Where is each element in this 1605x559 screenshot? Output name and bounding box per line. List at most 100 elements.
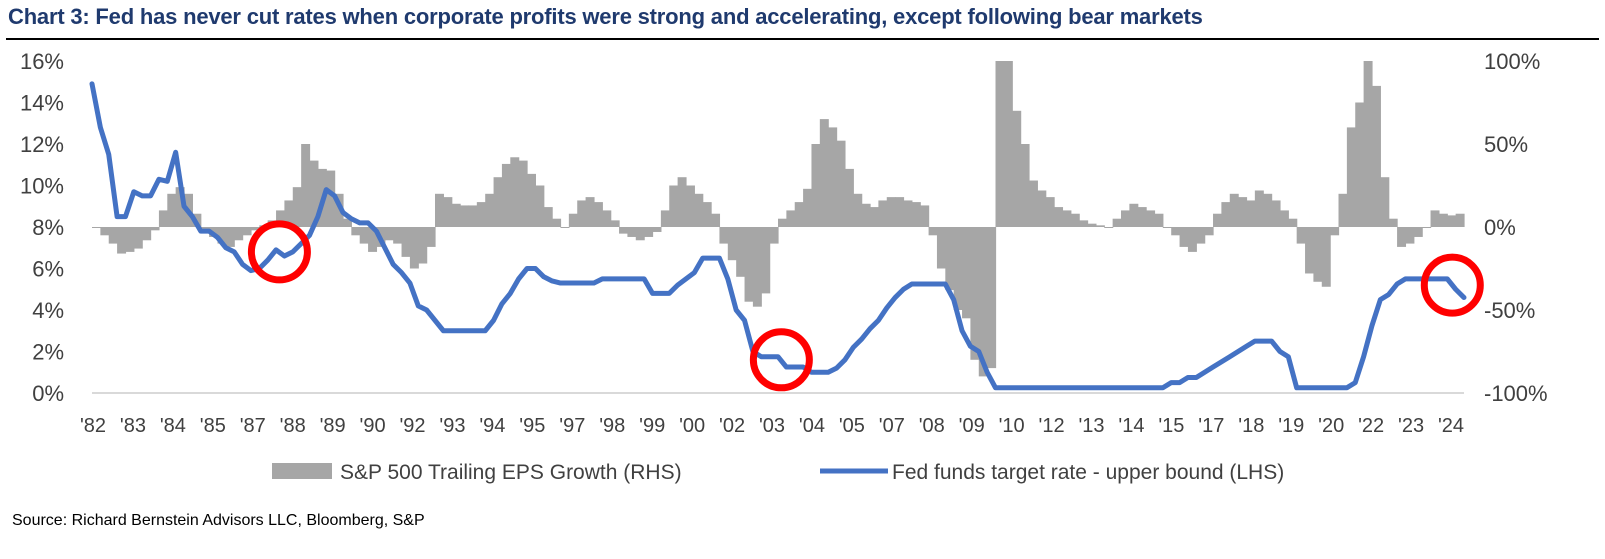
eps-bar — [794, 202, 804, 227]
eps-bar — [1012, 110, 1022, 227]
eps-bar — [284, 200, 294, 227]
eps-bar — [485, 193, 495, 227]
eps-bar — [1363, 61, 1373, 227]
x-tick-label: '95 — [519, 415, 545, 437]
eps-bar — [1296, 227, 1306, 244]
x-tick-label: '94 — [479, 415, 505, 437]
eps-bar — [276, 210, 286, 227]
source-note: Source: Richard Bernstein Advisors LLC, … — [12, 512, 425, 529]
eps-bar — [962, 227, 972, 319]
eps-bar — [342, 218, 352, 227]
eps-bar — [1447, 215, 1457, 227]
eps-bar — [217, 227, 227, 244]
highlight-circle — [1420, 253, 1484, 317]
x-tick-label: '07 — [879, 415, 905, 437]
eps-bar — [1028, 180, 1038, 227]
eps-bar — [393, 227, 403, 244]
eps-bar — [1054, 207, 1064, 227]
eps-bar — [619, 227, 629, 234]
eps-bar — [1196, 227, 1206, 244]
eps-bar — [133, 227, 143, 249]
fed-rate-line-group — [89, 81, 1467, 391]
eps-bar — [836, 140, 846, 227]
title-divider — [6, 38, 1599, 40]
left-tick-label: 6% — [32, 257, 64, 282]
eps-bar — [886, 197, 896, 227]
eps-bar — [1405, 227, 1415, 244]
eps-bar — [142, 227, 152, 241]
left-tick-label: 4% — [32, 298, 64, 323]
highlight-circle — [247, 220, 311, 284]
eps-bar — [1079, 220, 1089, 227]
eps-bar — [451, 203, 461, 227]
x-tick-label: '20 — [1318, 415, 1344, 437]
eps-bar — [752, 227, 762, 307]
eps-bar — [878, 200, 888, 227]
x-tick-label: '17 — [1198, 415, 1224, 437]
eps-bar — [1204, 227, 1214, 236]
x-tick-label: '05 — [839, 415, 865, 437]
eps-bar — [1388, 218, 1398, 227]
eps-bar — [476, 202, 486, 227]
eps-bar — [309, 160, 319, 227]
eps-bar — [593, 202, 603, 227]
x-tick-label: '12 — [1039, 415, 1065, 437]
eps-bar — [911, 202, 921, 227]
eps-bar — [359, 227, 369, 244]
x-axis-ticks: '82 '83 '84 '85 '87 '88 '89 '90 '92 '93 '94 '95 '97 '… — [80, 415, 1464, 437]
eps-bar — [401, 227, 411, 257]
eps-bar — [301, 144, 311, 227]
x-tick-label: '09 — [959, 415, 985, 437]
eps-bar — [694, 193, 704, 227]
eps-bar — [727, 227, 737, 261]
eps-bar — [225, 227, 235, 247]
eps-bar — [1213, 213, 1222, 227]
eps-bar — [761, 227, 771, 294]
eps-bar — [1154, 213, 1164, 227]
eps-bar — [1187, 227, 1197, 252]
eps-bar — [1238, 197, 1248, 227]
right-tick-label: -50% — [1484, 298, 1535, 323]
eps-bar — [493, 177, 503, 227]
eps-bar — [1112, 218, 1122, 227]
eps-bar — [535, 185, 545, 227]
eps-bar — [1430, 210, 1440, 227]
x-tick-label: '03 — [759, 415, 785, 437]
eps-bar — [861, 203, 871, 227]
eps-bar — [702, 202, 712, 227]
eps-bar — [1397, 227, 1407, 247]
eps-bar — [936, 227, 946, 269]
eps-bar — [443, 197, 453, 227]
eps-bar — [585, 197, 595, 227]
left-tick-label: 14% — [20, 91, 64, 116]
eps-bar — [920, 205, 930, 227]
eps-bar — [844, 168, 854, 227]
eps-bar — [1413, 227, 1423, 237]
eps-bar — [744, 227, 754, 302]
eps-bar — [100, 227, 110, 236]
eps-bar — [1380, 177, 1390, 227]
eps-bar — [870, 207, 879, 227]
chart-canvas: 0% 2% 4% 6% 8% 10% 12% 14% 16% -100% -50% 0% 50% 100… — [20, 49, 1548, 484]
eps-bar — [242, 227, 252, 236]
eps-bar — [1321, 227, 1331, 287]
eps-bar — [418, 227, 428, 264]
eps-bar — [1121, 210, 1130, 227]
eps-bar — [501, 163, 511, 227]
eps-bar — [510, 157, 520, 227]
eps-bar — [384, 227, 394, 241]
eps-bar — [92, 227, 101, 228]
x-tick-label: '14 — [1118, 415, 1144, 437]
fed-rate-line — [89, 81, 1467, 391]
eps-bar — [1146, 210, 1156, 227]
x-tick-label: '19 — [1278, 415, 1304, 437]
eps-bar — [978, 227, 988, 377]
eps-bar — [1271, 200, 1281, 227]
legend-label-fed: Fed funds target rate - upper bound (LHS… — [892, 461, 1284, 484]
eps-bar — [351, 227, 361, 236]
x-tick-label: '02 — [719, 415, 745, 437]
eps-bar — [1045, 197, 1055, 227]
eps-bar — [928, 227, 938, 236]
eps-bar — [786, 210, 796, 227]
eps-bar — [1288, 218, 1298, 227]
